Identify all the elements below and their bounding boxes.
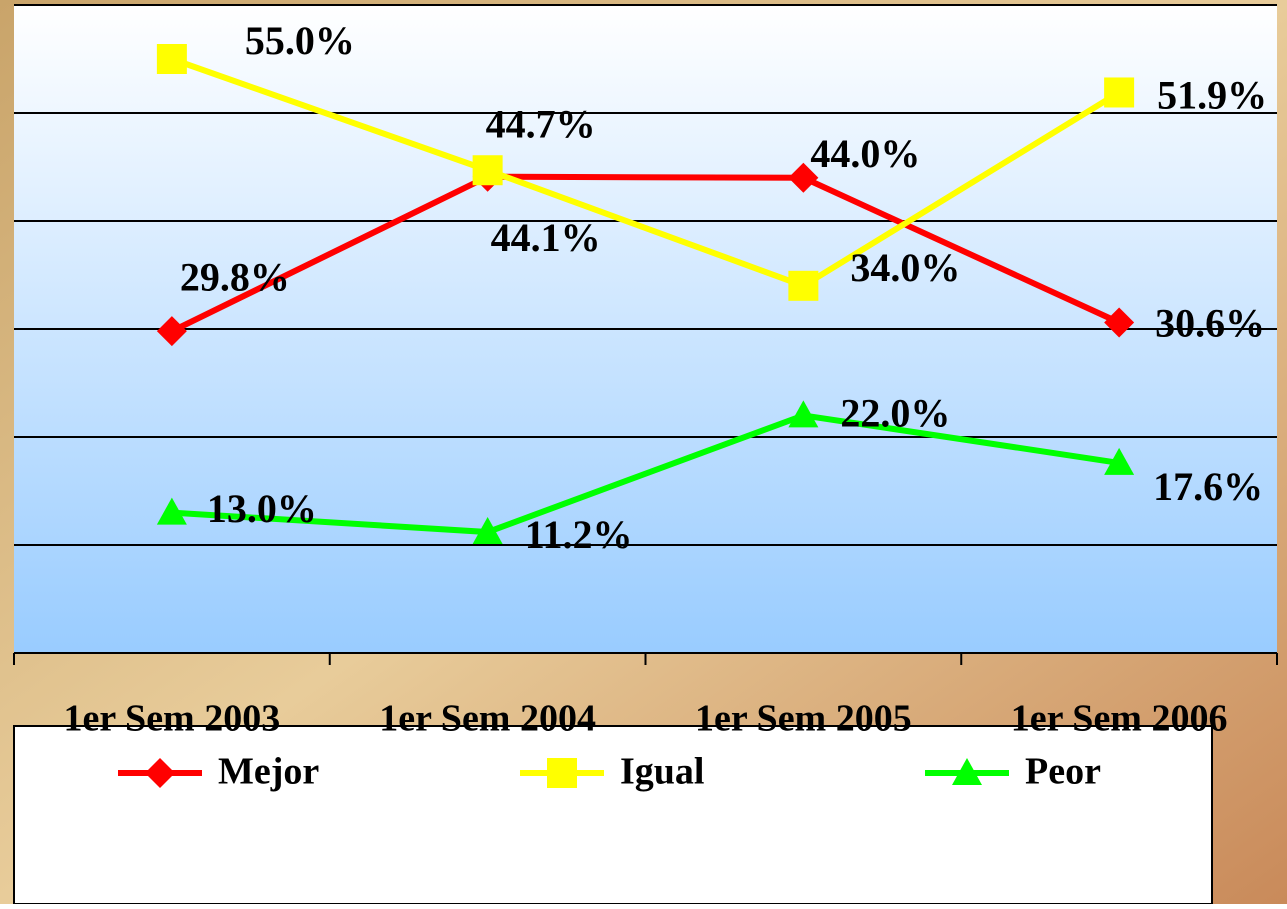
data-label: 44.0% [810,131,920,176]
x-tick-label: 1er Sem 2006 [1011,698,1228,740]
data-label: 22.0% [840,391,950,436]
legend-label: Igual [620,751,704,793]
marker [1104,77,1135,108]
data-label: 17.6% [1153,464,1263,509]
data-label: 55.0% [245,18,355,63]
marker [952,758,982,785]
series-line [171,412,1120,536]
legend-label: Peor [1025,751,1101,793]
data-label: 44.7% [486,101,596,146]
marker [1104,447,1135,475]
data-label: 29.8% [180,254,290,299]
marker [472,517,503,545]
marker [547,758,577,788]
marker [472,155,503,186]
legend-label: Mejor [218,751,319,793]
x-tick-label: 1er Sem 2004 [379,698,596,740]
series-line [170,56,1121,290]
marker [788,400,819,428]
marker [156,316,187,347]
data-label: 44.1% [491,215,601,260]
series-line [170,173,1121,334]
marker [156,497,187,525]
data-label: 51.9% [1157,73,1267,118]
x-tick-label: 1er Sem 2003 [64,698,281,740]
data-label: 11.2% [525,512,633,557]
marker [788,162,819,193]
data-label: 13.0% [207,486,317,531]
marker [788,270,819,301]
marker [156,44,187,74]
x-tick-label: 1er Sem 2005 [695,698,912,740]
marker [1104,307,1135,338]
data-label: 34.0% [850,245,960,290]
marker [145,758,175,788]
data-label: 30.6% [1155,301,1265,346]
